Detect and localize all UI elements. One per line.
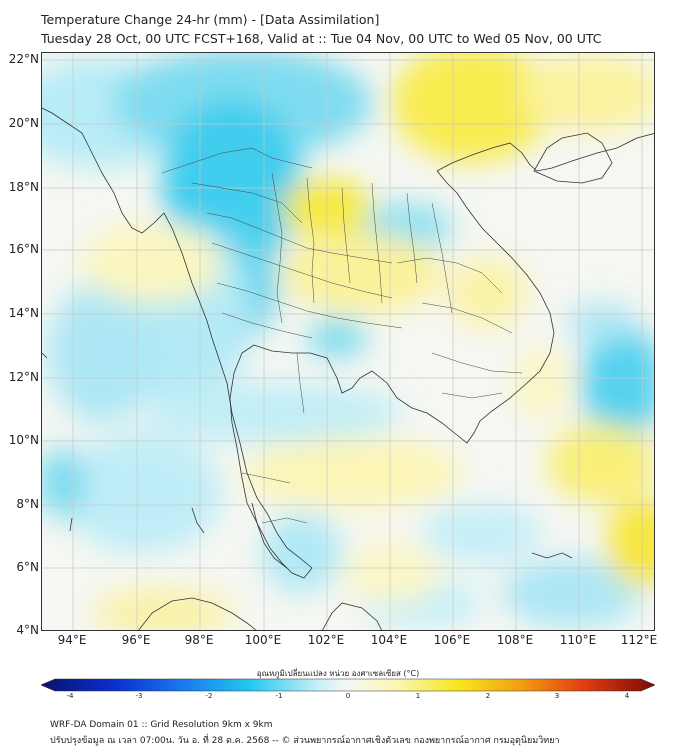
colorbar-tick: 3 [554,692,560,700]
map-title: Temperature Change 24-hr (mm) - [Data As… [41,12,380,27]
lat-label: 20°N [8,116,39,130]
lat-label: 4°N [16,623,39,637]
anomaly-field [42,53,654,630]
lat-label: 16°N [8,242,39,256]
map-subtitle: Tuesday 28 Oct, 00 UTC FCST+168, Valid a… [41,31,602,46]
footer-update-info: ปรับปรุงข้อมูล ณ เวลา 07:00น. วัน อ. ที่… [50,736,560,746]
lon-label: 112°E [620,633,658,647]
lat-label: 10°N [8,433,39,447]
colorbar-tick: 2 [485,692,491,700]
footer-domain-info: WRF-DA Domain 01 :: Grid Resolution 9km … [50,720,273,730]
colorbar-title: อุณหภูมิเปลี่ยนแปลง หน่วย องศาเซลเซียส (… [256,669,420,678]
colorbar-tick: 0 [345,692,351,700]
lat-label: 22°N [8,52,39,66]
gridlines [42,53,654,630]
lat-label: 14°N [8,306,39,320]
lon-label: 110°E [559,633,597,647]
temperature-field [42,53,654,630]
lat-label: 6°N [16,560,39,574]
lon-label: 98°E [184,633,214,647]
colorbar-tick: -3 [135,692,143,700]
lat-label: 18°N [8,180,39,194]
colorbar-tick: -4 [66,692,74,700]
lat-label: 12°N [8,370,39,384]
colorbar-tick: 1 [415,692,421,700]
lon-label: 94°E [57,633,87,647]
lon-label: 102°E [307,633,345,647]
map-panel[interactable] [41,52,655,631]
colorbar-tick: 4 [624,692,630,700]
lon-label: 100°E [244,633,282,647]
colorbar-tick: -2 [205,692,213,700]
admin-borders [161,147,523,524]
lat-label: 8°N [16,497,39,511]
lon-label: 106°E [433,633,471,647]
colorbar-tick: -1 [275,692,283,700]
lon-label: 96°E [121,633,151,647]
coastlines [42,107,654,630]
colorbar [41,678,655,692]
lon-label: 108°E [496,633,534,647]
lon-label: 104°E [370,633,408,647]
